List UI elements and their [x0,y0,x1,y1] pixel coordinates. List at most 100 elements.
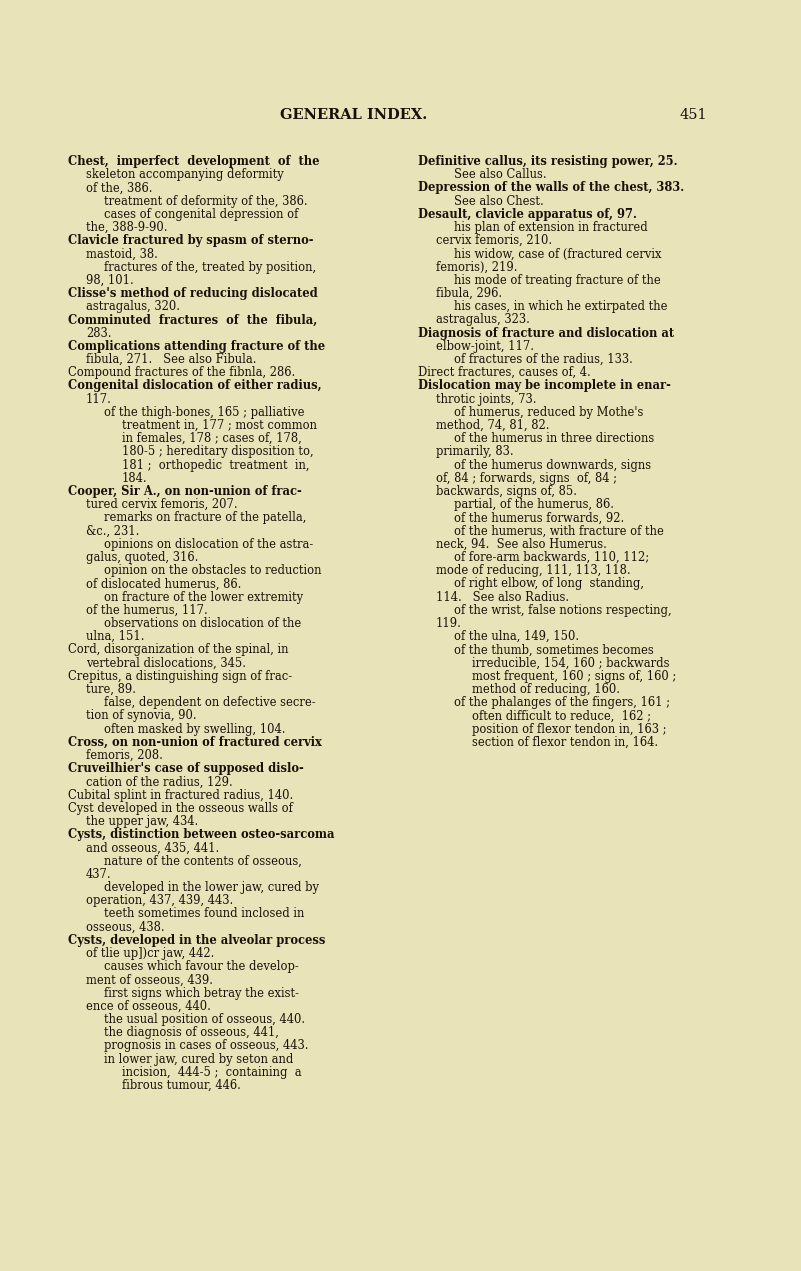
Text: the upper jaw, 434.: the upper jaw, 434. [86,815,199,827]
Text: false, dependent on defective secre-: false, dependent on defective secre- [104,697,316,709]
Text: ence of osseous, 440.: ence of osseous, 440. [86,1000,211,1013]
Text: often difficult to reduce,  162 ;: often difficult to reduce, 162 ; [472,709,651,722]
Text: osseous, 438.: osseous, 438. [86,920,165,934]
Text: ture, 89.: ture, 89. [86,683,136,697]
Text: of right elbow, of long  standing,: of right elbow, of long standing, [454,577,644,591]
Text: Direct fractures, causes of, 4.: Direct fractures, causes of, 4. [418,366,591,379]
Text: astragalus, 320.: astragalus, 320. [86,300,180,313]
Text: femoris, 208.: femoris, 208. [86,749,163,763]
Text: Cyst developed in the osseous walls of: Cyst developed in the osseous walls of [68,802,293,815]
Text: 117.: 117. [86,393,112,405]
Text: tion of synovia, 90.: tion of synovia, 90. [86,709,196,722]
Text: observations on dislocation of the: observations on dislocation of the [104,616,301,630]
Text: Cubital splint in fractured radius, 140.: Cubital splint in fractured radius, 140. [68,788,293,802]
Text: ulna, 151.: ulna, 151. [86,630,144,643]
Text: &c., 231.: &c., 231. [86,525,139,538]
Text: causes which favour the develop-: causes which favour the develop- [104,960,299,974]
Text: Definitive callus, its resisting power, 25.: Definitive callus, its resisting power, … [418,155,678,168]
Text: first signs which betray the exist-: first signs which betray the exist- [104,986,299,999]
Text: his mode of treating fracture of the: his mode of treating fracture of the [454,273,661,287]
Text: and osseous, 435, 441.: and osseous, 435, 441. [86,841,219,854]
Text: treatment in, 177 ; most common: treatment in, 177 ; most common [122,419,317,432]
Text: 98, 101.: 98, 101. [86,273,134,287]
Text: Complications attending fracture of the: Complications attending fracture of the [68,339,325,353]
Text: irreducible, 154, 160 ; backwards: irreducible, 154, 160 ; backwards [472,657,670,670]
Text: opinions on dislocation of the astra-: opinions on dislocation of the astra- [104,538,313,550]
Text: remarks on fracture of the patella,: remarks on fracture of the patella, [104,511,306,525]
Text: ment of osseous, 439.: ment of osseous, 439. [86,974,213,986]
Text: incision,  444-5 ;  containing  a: incision, 444-5 ; containing a [122,1066,302,1079]
Text: of, 84 ; forwards, signs  of, 84 ;: of, 84 ; forwards, signs of, 84 ; [436,472,617,484]
Text: Cysts, distinction between osteo-sarcoma: Cysts, distinction between osteo-sarcoma [68,829,335,841]
Text: of the humerus forwards, 92.: of the humerus forwards, 92. [454,511,624,525]
Text: Chest,  imperfect  development  of  the: Chest, imperfect development of the [68,155,320,168]
Text: prognosis in cases of osseous, 443.: prognosis in cases of osseous, 443. [104,1040,308,1052]
Text: of fore-arm backwards, 110, 112;: of fore-arm backwards, 110, 112; [454,552,649,564]
Text: often masked by swelling, 104.: often masked by swelling, 104. [104,723,285,736]
Text: most frequent, 160 ; signs of, 160 ;: most frequent, 160 ; signs of, 160 ; [472,670,676,683]
Text: of the humerus downwards, signs: of the humerus downwards, signs [454,459,651,472]
Text: Dislocation may be incomplete in enar-: Dislocation may be incomplete in enar- [418,380,671,393]
Text: fractures of the, treated by position,: fractures of the, treated by position, [104,261,316,273]
Text: developed in the lower jaw, cured by: developed in the lower jaw, cured by [104,881,319,894]
Text: mastoid, 38.: mastoid, 38. [86,248,158,261]
Text: of fractures of the radius, 133.: of fractures of the radius, 133. [454,353,633,366]
Text: Clavicle fractured by spasm of sterno-: Clavicle fractured by spasm of sterno- [68,234,313,247]
Text: of the humerus, with fracture of the: of the humerus, with fracture of the [454,525,664,538]
Text: vertebral dislocations, 345.: vertebral dislocations, 345. [86,657,246,670]
Text: Diagnosis of fracture and dislocation at: Diagnosis of fracture and dislocation at [418,327,674,339]
Text: throtic joints, 73.: throtic joints, 73. [436,393,537,405]
Text: cases of congenital depression of: cases of congenital depression of [104,207,299,221]
Text: of the thumb, sometimes becomes: of the thumb, sometimes becomes [454,643,654,656]
Text: fibula, 296.: fibula, 296. [436,287,502,300]
Text: of the phalanges of the fingers, 161 ;: of the phalanges of the fingers, 161 ; [454,697,670,709]
Text: fibula, 271.   See also Fibula.: fibula, 271. See also Fibula. [86,353,256,366]
Text: of the, 386.: of the, 386. [86,182,152,194]
Text: his widow, case of (fractured cervix: his widow, case of (fractured cervix [454,248,662,261]
Text: Desault, clavicle apparatus of, 97.: Desault, clavicle apparatus of, 97. [418,207,637,221]
Text: 119.: 119. [436,616,462,630]
Text: of humerus, reduced by Mothe's: of humerus, reduced by Mothe's [454,405,643,419]
Text: Depression of the walls of the chest, 383.: Depression of the walls of the chest, 38… [418,182,684,194]
Text: Cord, disorganization of the spinal, in: Cord, disorganization of the spinal, in [68,643,288,656]
Text: of the humerus, 117.: of the humerus, 117. [86,604,207,616]
Text: See also Callus.: See also Callus. [454,168,546,182]
Text: Cruveilhier's case of supposed dislo-: Cruveilhier's case of supposed dislo- [68,763,304,775]
Text: tured cervix femoris, 207.: tured cervix femoris, 207. [86,498,238,511]
Text: galus, quoted, 316.: galus, quoted, 316. [86,552,199,564]
Text: nature of the contents of osseous,: nature of the contents of osseous, [104,854,302,868]
Text: 181 ;  orthopedic  treatment  in,: 181 ; orthopedic treatment in, [122,459,309,472]
Text: method, 74, 81, 82.: method, 74, 81, 82. [436,419,549,432]
Text: on fracture of the lower extremity: on fracture of the lower extremity [104,591,303,604]
Text: Crepitus, a distinguishing sign of frac-: Crepitus, a distinguishing sign of frac- [68,670,292,683]
Text: the diagnosis of osseous, 441,: the diagnosis of osseous, 441, [104,1026,279,1040]
Text: section of flexor tendon in, 164.: section of flexor tendon in, 164. [472,736,658,749]
Text: in lower jaw, cured by seton and: in lower jaw, cured by seton and [104,1052,293,1065]
Text: of the humerus in three directions: of the humerus in three directions [454,432,654,445]
Text: Cooper, Sir A., on non-union of frac-: Cooper, Sir A., on non-union of frac- [68,486,302,498]
Text: cation of the radius, 129.: cation of the radius, 129. [86,775,233,788]
Text: 451: 451 [680,108,707,122]
Text: in females, 178 ; cases of, 178,: in females, 178 ; cases of, 178, [122,432,302,445]
Text: GENERAL INDEX.: GENERAL INDEX. [280,108,427,122]
Text: partial, of the humerus, 86.: partial, of the humerus, 86. [454,498,614,511]
Text: treatment of deformity of the, 386.: treatment of deformity of the, 386. [104,194,308,207]
Text: Compound fractures of the fibnla, 286.: Compound fractures of the fibnla, 286. [68,366,296,379]
Text: skeleton accompanying deformity: skeleton accompanying deformity [86,168,284,182]
Text: of the ulna, 149, 150.: of the ulna, 149, 150. [454,630,579,643]
Text: backwards, signs of, 85.: backwards, signs of, 85. [436,486,577,498]
Text: 283.: 283. [86,327,111,339]
Text: cervix femoris, 210.: cervix femoris, 210. [436,234,552,247]
Text: See also Chest.: See also Chest. [454,194,544,207]
Text: method of reducing, 160.: method of reducing, 160. [472,683,620,697]
Text: teeth sometimes found inclosed in: teeth sometimes found inclosed in [104,907,304,920]
Text: position of flexor tendon in, 163 ;: position of flexor tendon in, 163 ; [472,723,666,736]
Text: fibrous tumour, 446.: fibrous tumour, 446. [122,1079,241,1092]
Text: of the wrist, false notions respecting,: of the wrist, false notions respecting, [454,604,671,616]
Text: his plan of extension in fractured: his plan of extension in fractured [454,221,648,234]
Text: Cross, on non-union of fractured cervix: Cross, on non-union of fractured cervix [68,736,322,749]
Text: 180-5 ; hereditary disposition to,: 180-5 ; hereditary disposition to, [122,445,314,459]
Text: his cases, in which he extirpated the: his cases, in which he extirpated the [454,300,667,313]
Text: 184.: 184. [122,472,147,484]
Text: the, 388-9-90.: the, 388-9-90. [86,221,167,234]
